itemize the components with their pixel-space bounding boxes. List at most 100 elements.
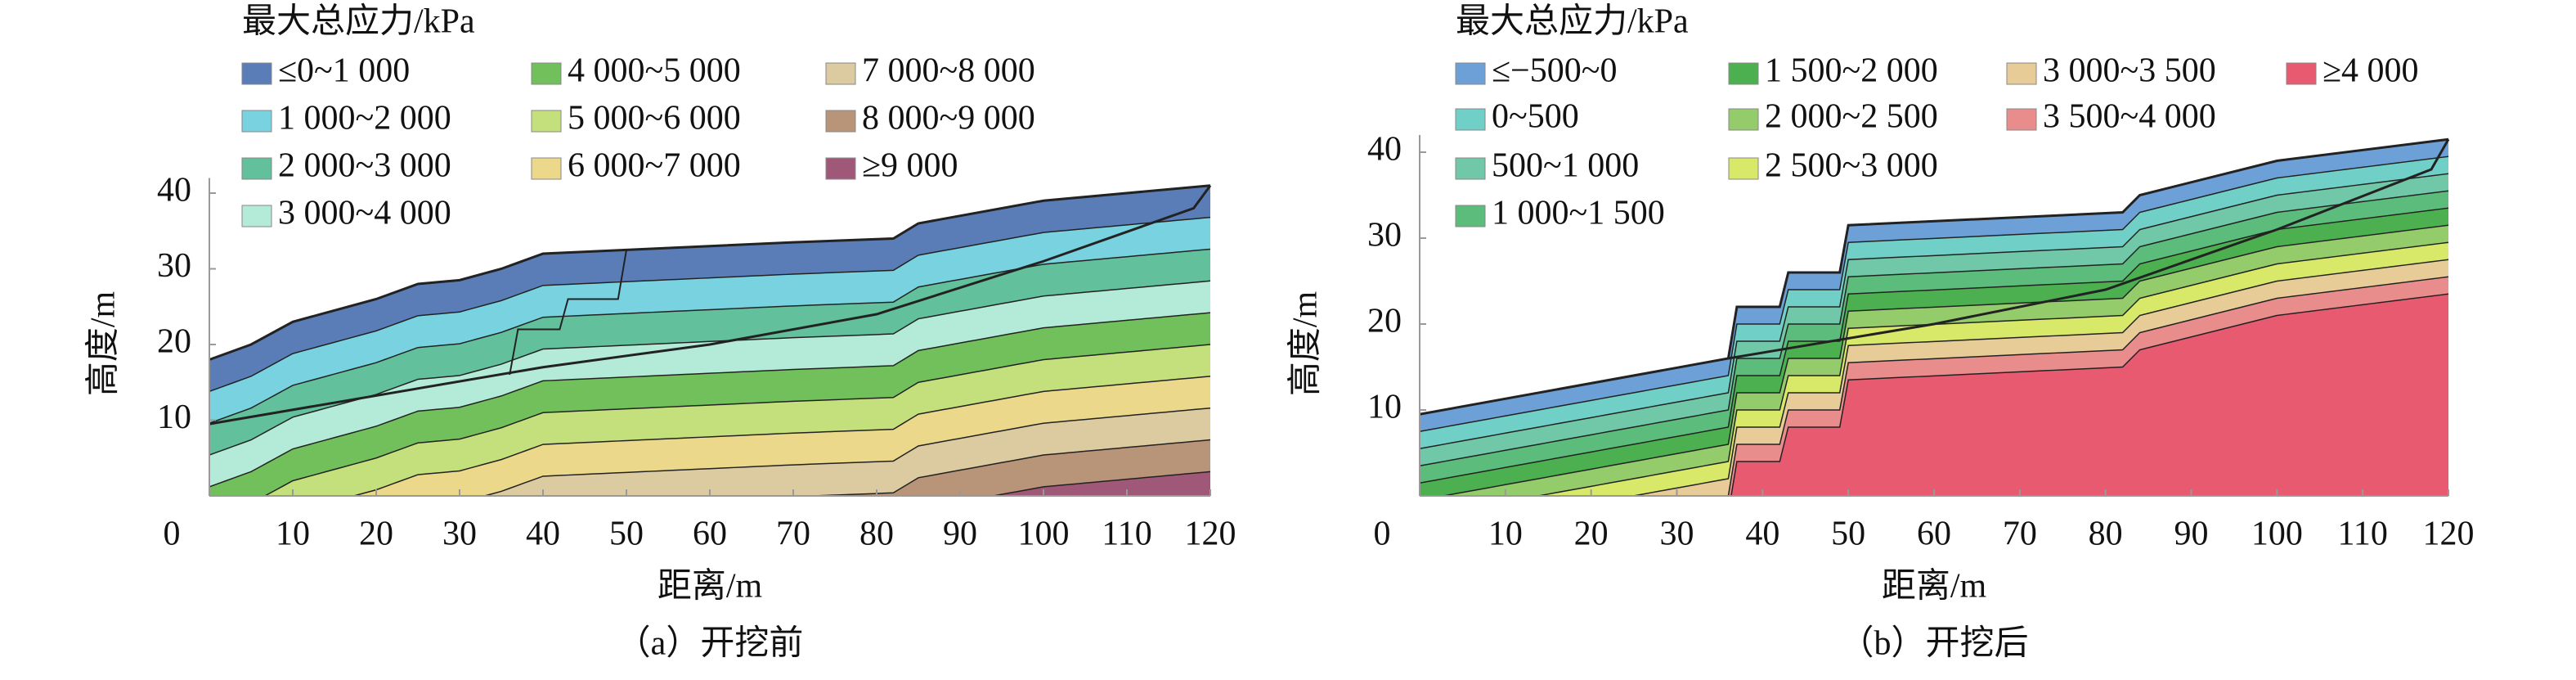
x-tick-label: 100 xyxy=(2251,516,2303,553)
excavation-line xyxy=(509,250,627,376)
y-axis-label: 高度/m xyxy=(1287,291,1325,397)
legend-swatch xyxy=(2006,62,2037,85)
contour-line xyxy=(209,439,1210,496)
y-tick-label: 40 xyxy=(157,172,191,209)
x-tick-label: 120 xyxy=(1185,516,1236,553)
contour-line xyxy=(1420,293,2448,496)
legend-swatch xyxy=(1455,205,1486,227)
legend-title: 最大总应力/kPa xyxy=(1456,2,1689,41)
legend-label: ≥9 000 xyxy=(862,147,958,185)
legend-label: 3 500~4 000 xyxy=(2043,98,2216,136)
legend-label: 3 000~3 500 xyxy=(2043,52,2216,90)
legend-swatch xyxy=(531,110,562,133)
x-tick-label: 0 xyxy=(1374,516,1391,553)
contour-line xyxy=(1420,190,2448,466)
y-axis-label: 高度/m xyxy=(85,291,123,397)
contour-band xyxy=(209,471,1210,496)
legend-label: 2 000~3 000 xyxy=(278,147,451,185)
legend-label: 500~1 000 xyxy=(1492,147,1639,185)
legend-swatch xyxy=(2006,108,2037,131)
legend-label: 5 000~6 000 xyxy=(568,100,741,137)
y-tick-label: 20 xyxy=(157,323,191,361)
x-tick-label: 10 xyxy=(276,516,310,553)
caption: （a）开挖前 xyxy=(617,624,804,663)
x-tick-label: 100 xyxy=(1018,516,1070,553)
legend-swatch xyxy=(241,205,272,227)
legend-label: 2 500~3 000 xyxy=(1765,147,1938,185)
legend-title: 最大总应力/kPa xyxy=(242,2,475,41)
legend-swatch xyxy=(241,62,272,85)
contour-line xyxy=(209,471,1210,496)
x-tick-label: 40 xyxy=(1745,516,1779,553)
legend-label: 0~500 xyxy=(1492,98,1579,136)
legend-swatch xyxy=(825,62,856,85)
legend-label: 7 000~8 000 xyxy=(862,52,1035,90)
legend-swatch xyxy=(1728,62,1759,85)
legend-swatch xyxy=(1455,62,1486,85)
contour-band xyxy=(1420,294,2448,496)
contour-line xyxy=(1420,173,2448,449)
contour-fill xyxy=(209,185,1210,496)
caption: （b）开挖后 xyxy=(1839,624,2028,663)
legend-label: ≤−500~0 xyxy=(1492,52,1617,90)
contour-line xyxy=(1420,155,2448,432)
legend-swatch xyxy=(1728,108,1759,131)
contour-line xyxy=(1420,259,2448,496)
contour-line xyxy=(209,248,1210,424)
x-tick-label: 30 xyxy=(442,516,477,553)
x-tick-label: 50 xyxy=(1831,516,1865,553)
contour-fill xyxy=(1420,139,2448,496)
legend-swatch xyxy=(825,110,856,133)
x-tick-label: 40 xyxy=(526,516,560,553)
x-tick-label: 10 xyxy=(1488,516,1523,553)
x-tick-label: 20 xyxy=(359,516,393,553)
legend-label: 3 000~4 000 xyxy=(278,195,451,232)
legend-swatch xyxy=(531,157,562,180)
x-tick-label: 110 xyxy=(2337,516,2387,553)
legend-swatch xyxy=(1455,157,1486,180)
x-tick-label: 90 xyxy=(943,516,977,553)
y-tick-label: 10 xyxy=(157,399,191,436)
legend-label: ≤0~1 000 xyxy=(278,52,410,90)
legend-swatch xyxy=(241,110,272,133)
contour-band xyxy=(209,439,1210,496)
y-tick-label: 30 xyxy=(1367,217,1402,254)
y-tick-label: 30 xyxy=(157,247,191,285)
slip-line xyxy=(209,184,1212,426)
legend-swatch xyxy=(531,62,562,85)
x-tick-label: 120 xyxy=(2423,516,2475,553)
contour-line xyxy=(209,344,1210,496)
legend-label: 4 000~5 000 xyxy=(568,52,741,90)
surface-line xyxy=(1419,137,2449,416)
x-tick-label: 30 xyxy=(1660,516,1694,553)
x-tick-label: 70 xyxy=(776,516,810,553)
contour-band xyxy=(209,376,1210,496)
legend-swatch xyxy=(241,157,272,180)
x-tick-label: 80 xyxy=(859,516,894,553)
legend-swatch xyxy=(1455,108,1486,131)
x-axis-label: 距离/m xyxy=(1882,567,1987,606)
legend-label: 1 000~2 000 xyxy=(278,100,451,137)
contour-line xyxy=(209,216,1210,393)
legend-label: 1 000~1 500 xyxy=(1492,195,1665,232)
legend-label: ≥4 000 xyxy=(2322,52,2419,90)
slip-line xyxy=(1728,138,2450,360)
contour-line xyxy=(209,312,1210,488)
legend-swatch xyxy=(825,157,856,180)
legend-label: 1 500~2 000 xyxy=(1765,52,1938,90)
y-tick-label: 20 xyxy=(1367,303,1402,340)
x-tick-label: 60 xyxy=(1917,516,1951,553)
legend-label: 8 000~9 000 xyxy=(862,100,1035,137)
y-tick-label: 40 xyxy=(1367,131,1402,169)
surface-line xyxy=(209,184,1211,361)
x-tick-label: 60 xyxy=(693,516,727,553)
x-tick-label: 50 xyxy=(609,516,644,553)
contour-line xyxy=(209,407,1210,496)
x-tick-label: 80 xyxy=(2089,516,2123,553)
contour-line xyxy=(1420,276,2448,496)
x-tick-label: 0 xyxy=(164,516,181,553)
y-tick-label: 10 xyxy=(1367,389,1402,426)
legend-label: 6 000~7 000 xyxy=(568,147,741,185)
legend-swatch xyxy=(2286,62,2317,85)
